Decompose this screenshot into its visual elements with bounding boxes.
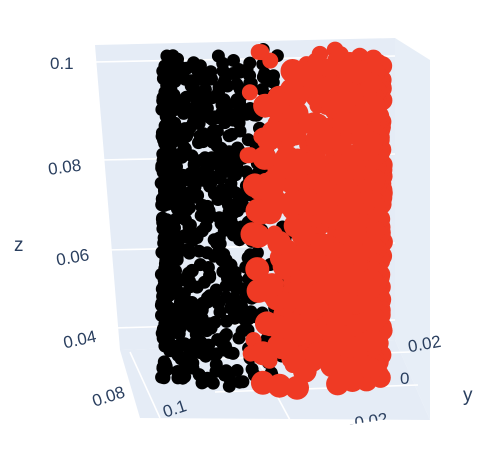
z-tick-label: 0.1 <box>50 54 74 73</box>
black-marker <box>230 364 244 377</box>
black-marker <box>205 91 219 105</box>
black-marker <box>213 305 227 319</box>
red-marker <box>267 373 292 398</box>
black-marker <box>227 110 241 124</box>
black-marker <box>164 132 178 146</box>
red-marker <box>245 257 270 282</box>
x-grid-0.08 <box>129 351 161 419</box>
black-marker <box>217 74 231 88</box>
z-axis-title: z <box>14 235 24 256</box>
red-marker <box>250 44 267 60</box>
black-marker <box>213 237 227 251</box>
red-marker <box>260 273 284 298</box>
black-marker <box>221 271 234 285</box>
red-marker <box>326 372 350 396</box>
black-marker <box>219 290 233 304</box>
red-marker <box>285 375 309 400</box>
z-tick-label: 0.04 <box>62 327 98 352</box>
black-marker <box>217 93 231 107</box>
black-marker <box>162 82 176 96</box>
black-marker <box>200 246 214 260</box>
black-marker <box>162 301 176 315</box>
red-marker <box>311 45 329 63</box>
black-marker <box>158 357 172 371</box>
red-marker <box>267 230 292 255</box>
black-marker <box>192 116 206 130</box>
black-marker <box>169 273 183 287</box>
black-marker <box>229 168 243 182</box>
black-marker <box>224 258 238 272</box>
black-marker <box>185 263 199 277</box>
black-marker <box>175 150 189 164</box>
red-marker <box>241 84 258 101</box>
black-marker <box>217 340 231 354</box>
black-marker <box>162 59 176 73</box>
black-marker <box>158 119 172 133</box>
black-marker <box>206 376 220 390</box>
red-marker <box>250 341 275 366</box>
black-marker <box>267 69 280 83</box>
data-points <box>154 41 393 400</box>
red-marker <box>266 90 291 115</box>
red-marker <box>261 169 286 194</box>
z-tick-label: 0.06 <box>55 245 91 269</box>
black-marker <box>240 107 253 121</box>
black-marker <box>219 328 233 341</box>
y-tick-label: -0.02 <box>348 409 389 433</box>
black-marker <box>181 125 195 139</box>
black-marker <box>232 63 246 76</box>
black-marker <box>184 226 198 240</box>
scene-side-wall <box>395 38 430 420</box>
black-marker <box>225 127 239 141</box>
black-marker <box>178 370 192 384</box>
black-marker <box>235 299 248 313</box>
black-marker <box>186 185 199 199</box>
y-tick-label: 0 <box>400 369 409 388</box>
black-marker <box>161 332 175 346</box>
y-axis-title: y <box>463 385 473 406</box>
black-marker <box>188 302 202 316</box>
black-marker <box>170 325 184 339</box>
black-marker <box>180 203 194 217</box>
black-marker <box>170 249 184 263</box>
black-marker <box>204 65 218 79</box>
black-marker <box>161 258 175 272</box>
black-marker <box>228 311 242 325</box>
black-marker <box>162 166 176 180</box>
black-marker <box>232 331 246 345</box>
black-marker <box>167 286 181 300</box>
red-marker <box>261 120 286 145</box>
red-marker <box>239 147 256 164</box>
black-marker <box>208 315 222 329</box>
red-marker <box>246 224 271 249</box>
black-marker <box>190 280 204 294</box>
red-marker <box>254 311 279 336</box>
red-marker <box>252 145 277 170</box>
z-tick-label: 0.08 <box>47 156 82 179</box>
black-marker <box>211 49 225 63</box>
red-marker <box>258 200 282 225</box>
black-marker <box>179 90 193 104</box>
black-marker <box>241 133 255 147</box>
black-marker <box>183 351 197 365</box>
red-marker <box>327 205 351 229</box>
black-marker <box>170 70 184 84</box>
red-marker <box>280 59 305 83</box>
x-tick-label: 0.08 <box>90 382 127 410</box>
black-marker <box>200 101 214 115</box>
black-marker <box>203 270 217 284</box>
black-marker <box>236 375 250 389</box>
